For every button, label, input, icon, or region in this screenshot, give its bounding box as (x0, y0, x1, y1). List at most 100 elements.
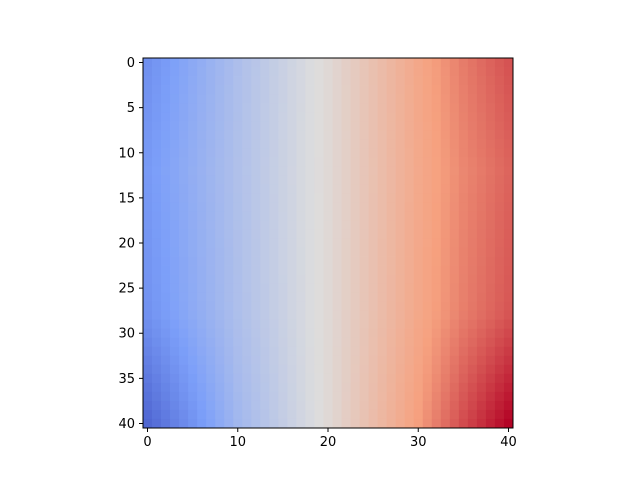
heatmap-cell (323, 355, 333, 366)
heatmap-cell (458, 148, 469, 158)
heatmap-cell (215, 103, 225, 113)
heatmap-cell (224, 409, 234, 420)
heatmap-cell (269, 202, 279, 212)
heatmap-cell (314, 274, 324, 285)
heatmap-cell (332, 139, 342, 149)
heatmap-cell (476, 121, 487, 131)
heatmap-cell (143, 391, 153, 402)
heatmap-cell (314, 103, 324, 113)
heatmap-cell (350, 400, 360, 411)
heatmap-cell (323, 112, 333, 122)
heatmap-cell (269, 265, 279, 275)
heatmap-cell (485, 94, 496, 104)
heatmap-cell (269, 121, 279, 131)
heatmap-cell (449, 355, 460, 366)
heatmap-cell (377, 382, 388, 393)
heatmap-cell (413, 157, 424, 167)
heatmap-cell (197, 328, 207, 339)
heatmap-cell (260, 418, 270, 429)
heatmap-cell (422, 319, 433, 330)
heatmap-cell (359, 103, 370, 113)
heatmap-cell (494, 373, 505, 384)
heatmap-cell (386, 400, 397, 411)
heatmap-cell (440, 256, 451, 266)
heatmap-cell (170, 265, 180, 275)
heatmap-cell (422, 220, 433, 230)
heatmap-cell (404, 229, 415, 239)
heatmap-cell (161, 409, 171, 420)
heatmap-cell (350, 139, 360, 149)
heatmap-cell (485, 355, 496, 366)
heatmap-cell (260, 274, 270, 285)
heatmap-cell (170, 328, 180, 339)
heatmap-cell (278, 112, 288, 122)
heatmap-cell (458, 202, 469, 212)
heatmap-cell (242, 94, 252, 104)
x-tick-label: 40 (500, 435, 517, 450)
heatmap-cell (278, 193, 288, 203)
heatmap-cell (368, 328, 379, 339)
heatmap-cell (413, 337, 424, 348)
heatmap-cell (431, 112, 442, 122)
heatmap-cell (278, 283, 288, 294)
heatmap-cell (431, 409, 442, 420)
heatmap-cell (197, 166, 207, 176)
heatmap-cell (242, 247, 252, 257)
heatmap-cell (251, 238, 261, 248)
heatmap-cell (440, 364, 451, 375)
heatmap-cell (395, 319, 406, 330)
heatmap-cell (251, 301, 261, 312)
heatmap-cell (305, 166, 315, 176)
heatmap-cell (332, 148, 342, 158)
heatmap-cell (485, 400, 496, 411)
heatmap-cell (494, 274, 505, 285)
heatmap-cell (503, 202, 514, 212)
heatmap-cell (215, 184, 225, 194)
heatmap-cell (197, 400, 207, 411)
heatmap-cell (197, 121, 207, 131)
heatmap-cell (296, 337, 306, 348)
heatmap-cell (449, 265, 460, 275)
heatmap-cell (449, 103, 460, 113)
heatmap-cell (188, 409, 198, 420)
heatmap-cell (494, 94, 505, 104)
heatmap-cell (152, 391, 162, 402)
heatmap-cell (233, 247, 243, 257)
heatmap-cell (314, 418, 324, 429)
heatmap-cell (377, 346, 388, 357)
heatmap-cell (377, 211, 388, 221)
heatmap-cell (296, 346, 306, 357)
heatmap-cell (152, 364, 162, 375)
heatmap-cell (161, 346, 171, 357)
heatmap-cell (152, 355, 162, 366)
heatmap-cell (143, 175, 153, 185)
heatmap-cell (395, 148, 406, 158)
heatmap-cell (323, 58, 333, 68)
heatmap-cell (422, 229, 433, 239)
heatmap-cell (422, 391, 433, 402)
heatmap-cell (413, 76, 424, 86)
heatmap-cell (215, 166, 225, 176)
heatmap-cell (215, 175, 225, 185)
heatmap-cell (269, 301, 279, 312)
heatmap-cell (215, 319, 225, 330)
heatmap-cell (296, 292, 306, 303)
heatmap-cell (287, 409, 297, 420)
heatmap-cell (467, 175, 478, 185)
heatmap-cell (386, 382, 397, 393)
heatmap-cell (485, 328, 496, 339)
heatmap-cell (188, 202, 198, 212)
heatmap-cell (368, 157, 379, 167)
heatmap-cell (278, 418, 288, 429)
heatmap-cell (161, 148, 171, 158)
heatmap-cell (296, 265, 306, 275)
heatmap-cell (179, 202, 189, 212)
heatmap-cell (251, 220, 261, 230)
heatmap-cell (197, 373, 207, 384)
heatmap-cell (467, 220, 478, 230)
heatmap-cell (278, 202, 288, 212)
heatmap-cell (467, 373, 478, 384)
heatmap-cell (440, 400, 451, 411)
heatmap-cell (269, 292, 279, 303)
heatmap-cell (386, 76, 397, 86)
